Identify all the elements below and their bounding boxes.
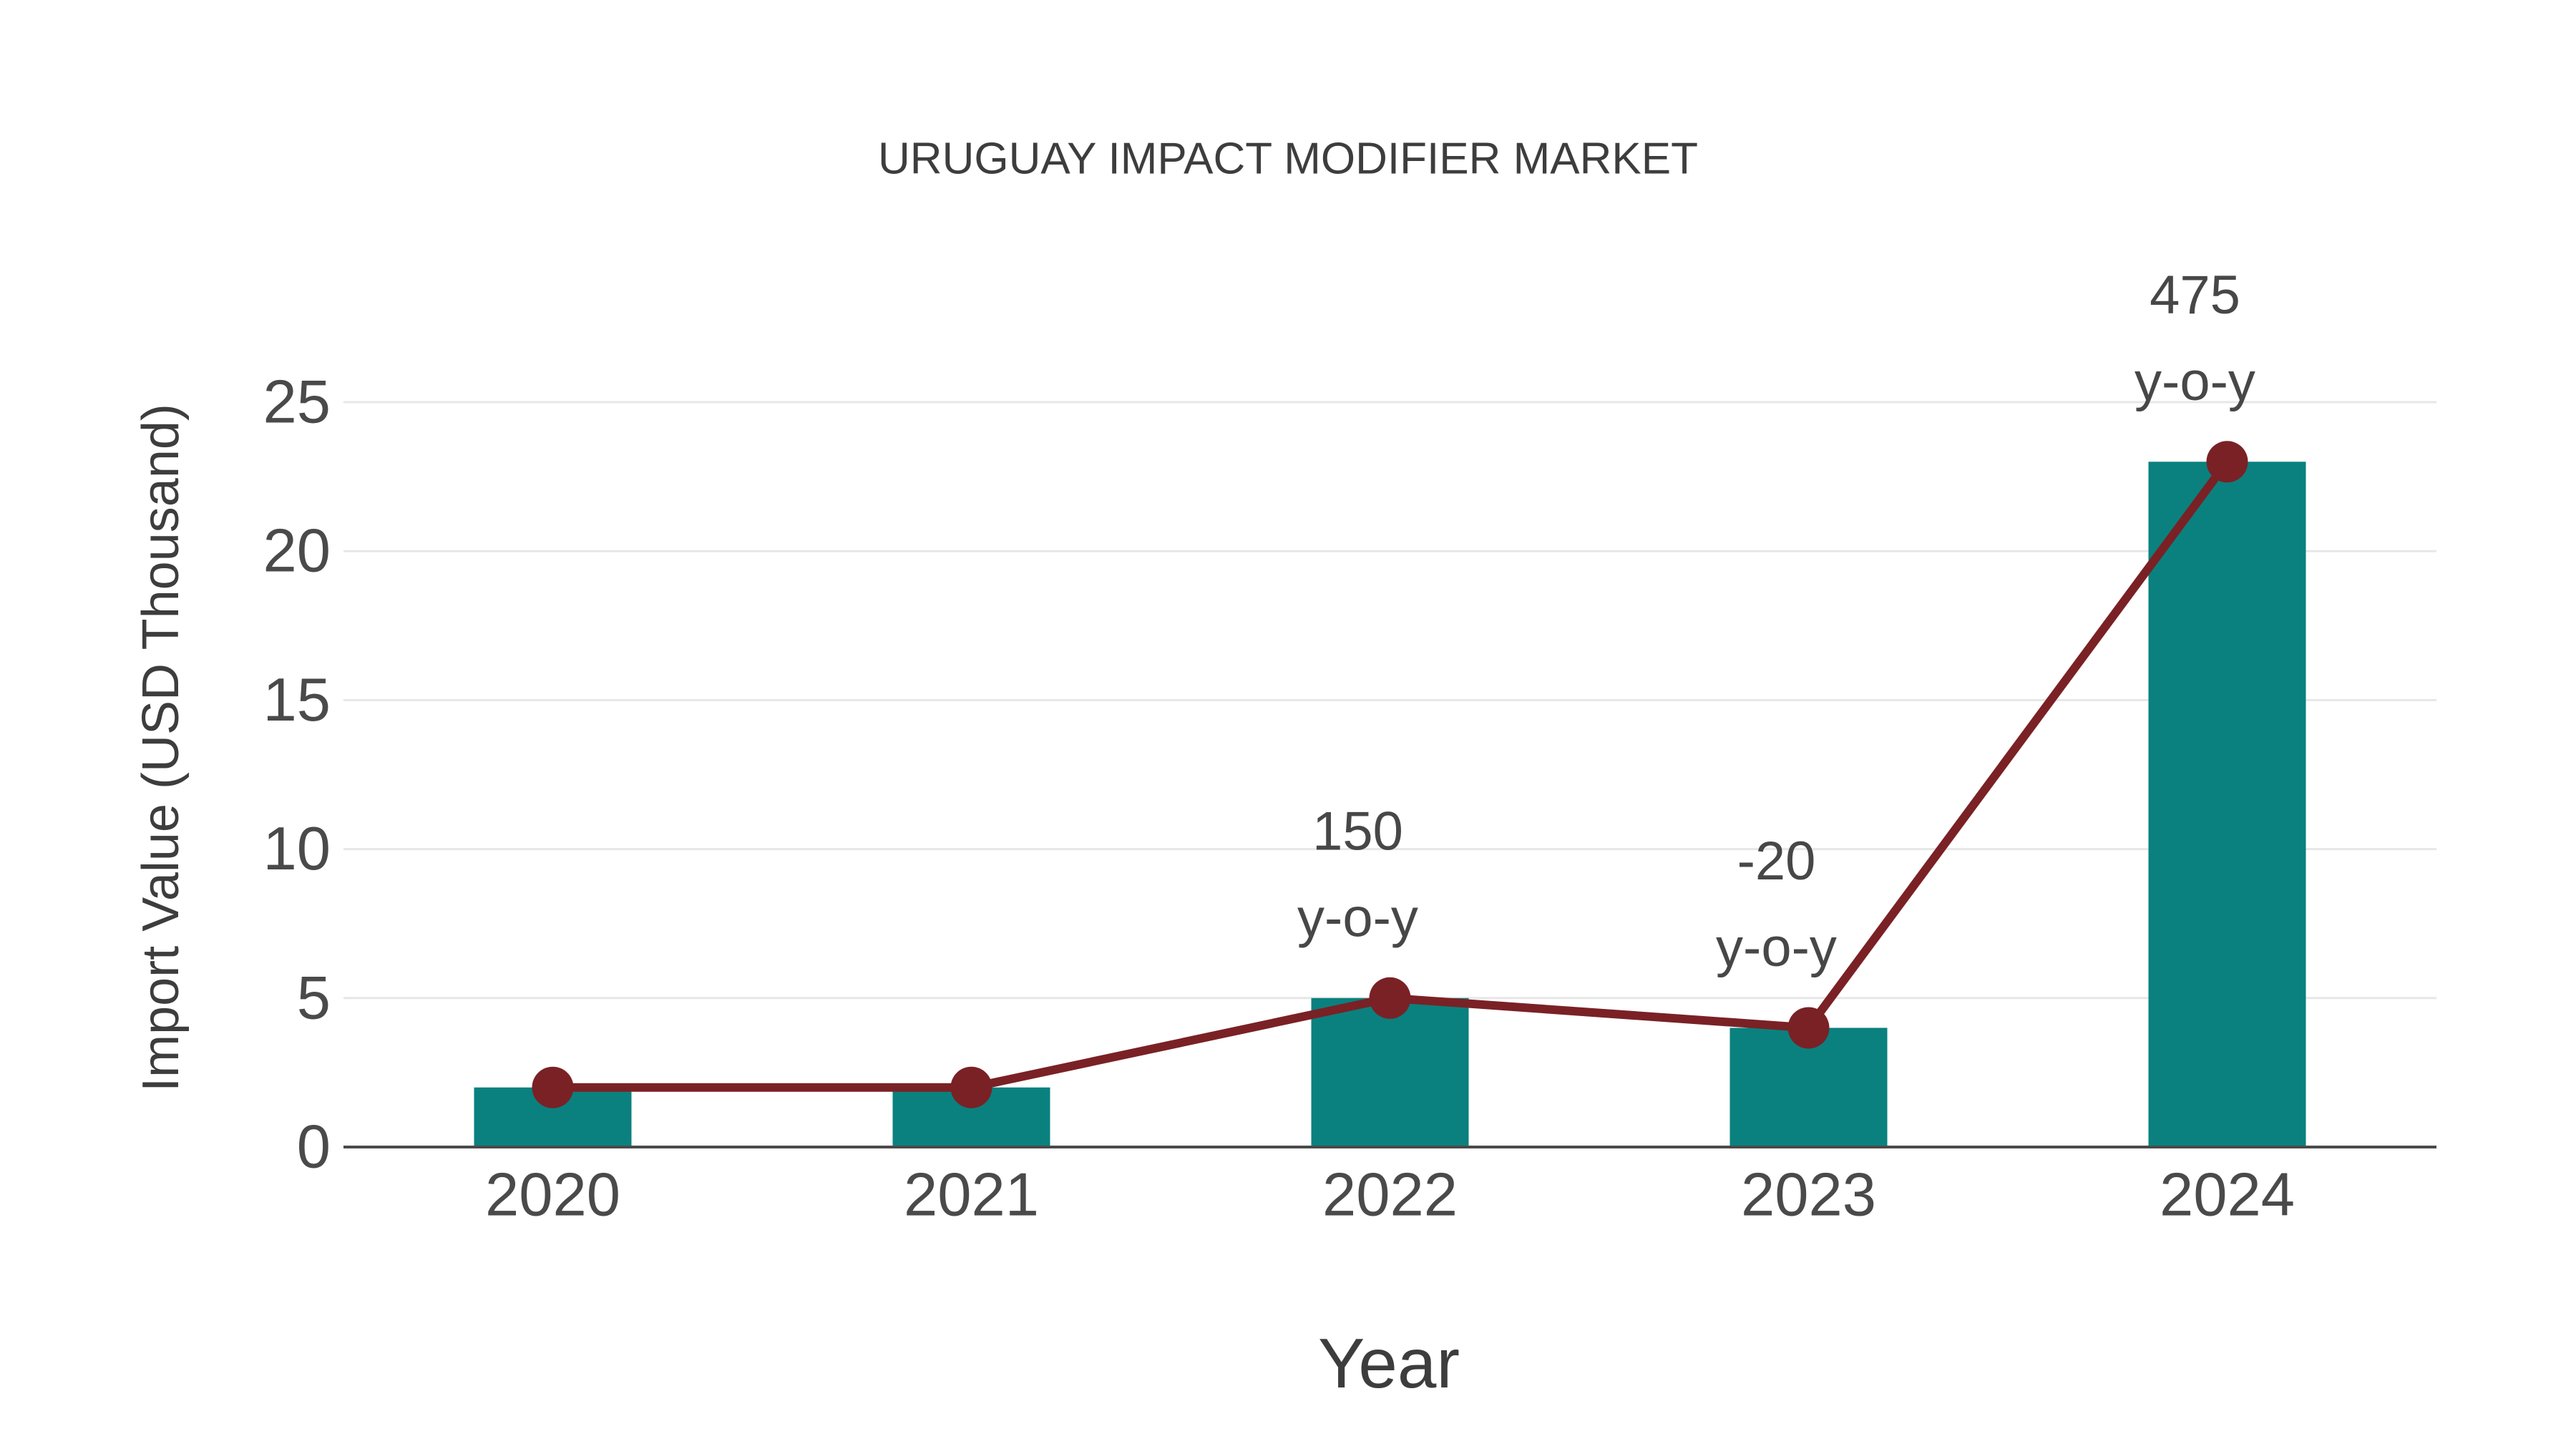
data-point-marker [1369, 977, 1411, 1019]
data-point-marker [1787, 1007, 1830, 1049]
y-tick-label: 25 [263, 369, 331, 436]
y-tick-label: 10 [263, 815, 331, 883]
y-axis-title: Import Value (USD Thousand) [132, 404, 190, 1092]
annotation-unit: y-o-y [2135, 351, 2255, 412]
annotation-value: -20 [1737, 831, 1816, 892]
data-point-marker [532, 1066, 574, 1108]
bar [2148, 462, 2306, 1147]
data-point-marker [950, 1066, 992, 1108]
annotation-value: 475 [2150, 265, 2240, 326]
annotation-value: 150 [1312, 801, 1403, 862]
chart-title: URUGUAY IMPACT MODIFIER MARKET [878, 135, 1698, 184]
x-tick-label: 2024 [2160, 1161, 2295, 1229]
x-tick-label: 2020 [485, 1161, 620, 1229]
y-tick-label: 5 [297, 964, 331, 1032]
y-tick-label: 20 [263, 517, 331, 585]
annotation-unit: y-o-y [1297, 887, 1418, 948]
bar [1311, 997, 1469, 1147]
y-tick-label: 0 [297, 1113, 331, 1181]
x-axis-title: Year [1318, 1324, 1460, 1402]
annotation-unit: y-o-y [1716, 917, 1837, 978]
y-tick-label: 15 [263, 666, 331, 734]
x-tick-label: 2023 [1741, 1161, 1876, 1229]
x-tick-label: 2021 [904, 1161, 1039, 1229]
data-point-marker [2206, 441, 2248, 483]
x-tick-label: 2022 [1322, 1161, 1458, 1229]
